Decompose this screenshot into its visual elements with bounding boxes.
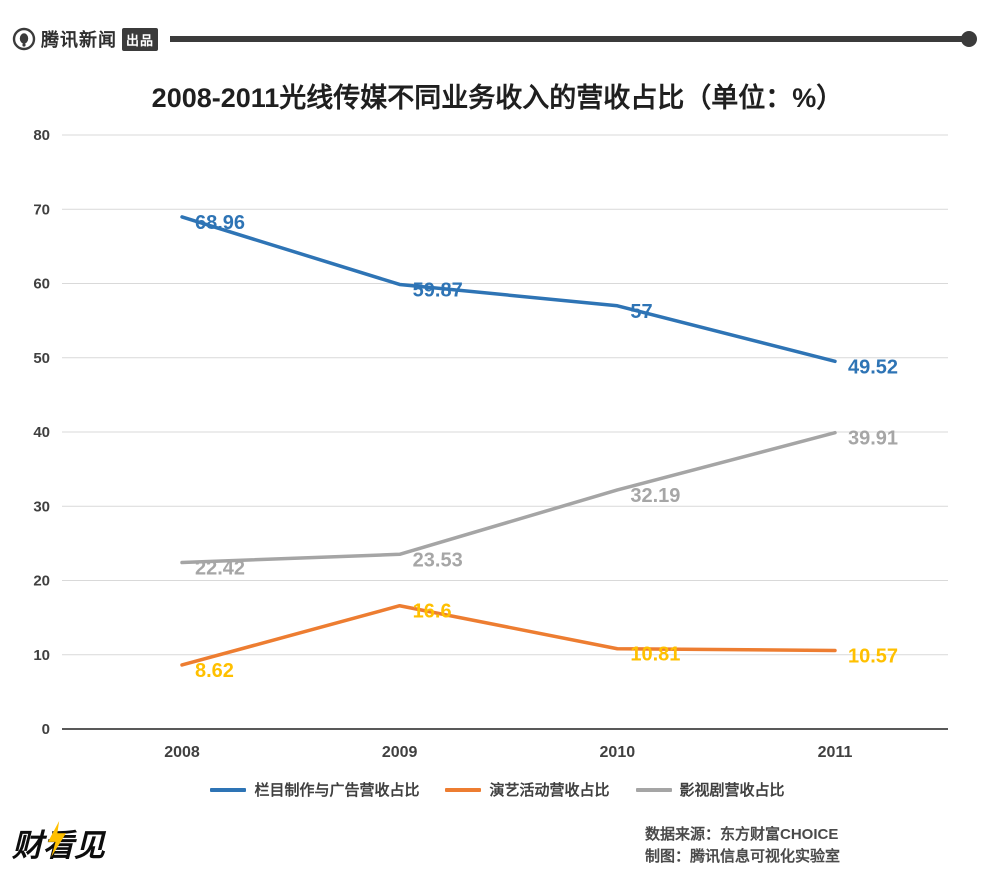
legend-swatch (210, 787, 247, 792)
legend-item: 栏目制作与广告营收占比 (210, 779, 419, 800)
line-chart: 0 10 20 30 40 50 60 70 80 2008 2009 2010 2011 68.96 59… (33, 127, 948, 761)
series-line-2 (180, 430, 837, 565)
header: 腾讯新闻 出品 (12, 24, 977, 54)
data-label: 49.52 (848, 356, 898, 378)
legend: 栏目制作与广告营收占比 演艺活动营收占比 影视剧营收占比 (0, 779, 995, 800)
y-tick-label: 70 (33, 201, 50, 218)
y-tick-label: 0 (42, 721, 50, 738)
legend-label: 演艺活动营收占比 (489, 782, 610, 799)
x-tick-label: 2008 (164, 744, 200, 761)
header-end-dot (961, 31, 977, 47)
y-tick-label: 30 (33, 498, 50, 515)
source-line-1: 数据来源：东方财富CHOICE (645, 826, 839, 843)
x-tick-label: 2009 (382, 744, 418, 761)
data-label: 59.87 (413, 279, 463, 301)
y-tick-label: 80 (33, 127, 50, 144)
header-rule (170, 31, 977, 47)
series-line-1 (180, 603, 837, 667)
y-tick-label: 40 (33, 424, 50, 441)
brand-text: 腾讯新闻 (41, 30, 117, 50)
data-label: 32.19 (630, 485, 680, 507)
legend-label: 栏目制作与广告营收占比 (254, 782, 420, 799)
brand-logo: 腾讯新闻 出品 (12, 26, 159, 52)
x-tick-label: 2010 (600, 744, 636, 761)
tencent-news-icon (12, 27, 36, 51)
caikanjian-logo-inner: 财看见 (12, 816, 122, 863)
y-tick-label: 10 (33, 647, 50, 664)
y-tick-label: 20 (33, 573, 50, 590)
source-block: 数据来源：东方财富CHOICE 制图：腾讯信息可视化实验室 (645, 824, 840, 868)
data-label: 10.81 (630, 644, 680, 666)
data-label: 39.91 (848, 428, 898, 450)
y-tick-label: 50 (33, 350, 50, 367)
series-line-0 (180, 215, 837, 364)
caikanjian-logo: 财看见 (12, 816, 122, 863)
data-label: 57 (630, 301, 652, 323)
source-line-2: 制图：腾讯信息可视化实验室 (645, 848, 841, 865)
data-label: 16.6 (413, 601, 452, 623)
legend-swatch (445, 787, 482, 792)
data-label: 68.96 (195, 212, 245, 234)
legend-label: 影视剧营收占比 (679, 782, 785, 799)
legend-swatch (635, 787, 672, 792)
data-label: 10.57 (848, 646, 898, 668)
data-label: 8.62 (195, 660, 234, 682)
y-tick-label: 60 (33, 276, 50, 293)
x-tick-label: 2011 (818, 744, 853, 761)
data-label: 23.53 (413, 549, 463, 571)
brand-badge: 出品 (122, 27, 159, 51)
legend-item: 演艺活动营收占比 (445, 779, 610, 800)
data-label: 22.42 (195, 558, 245, 580)
chart-title: 2008-2011光线传媒不同业务收入的营收占比（单位：%） (151, 83, 844, 113)
legend-item: 影视剧营收占比 (635, 779, 785, 800)
